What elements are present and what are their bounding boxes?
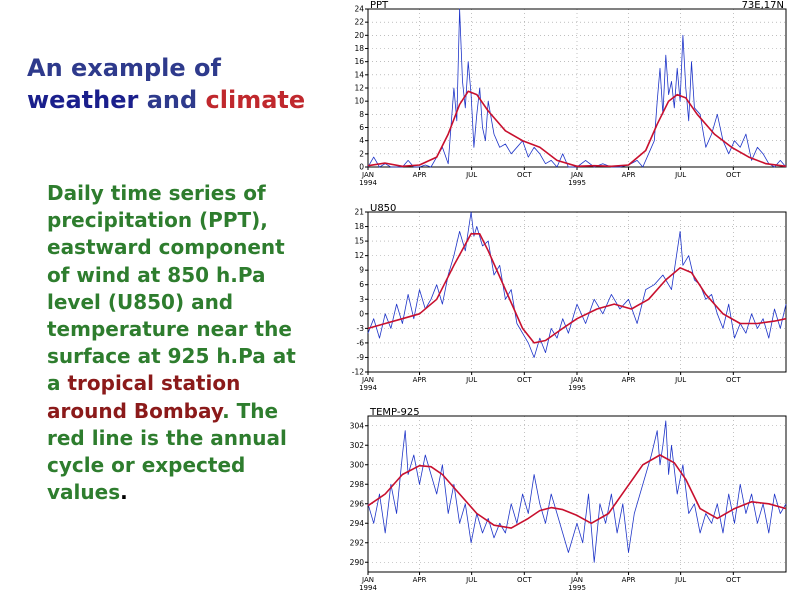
ppt-ytick-label: 0 xyxy=(359,163,364,172)
title-climate: climate xyxy=(205,86,306,114)
title-weather: weather xyxy=(27,86,139,114)
ppt-ytick-label: 24 xyxy=(354,5,364,14)
u850-ytick-label: 15 xyxy=(354,237,364,246)
ppt-daily-series xyxy=(367,8,787,168)
temp-xtick-month: JUL xyxy=(674,576,686,584)
ppt-ytick-label: 6 xyxy=(359,123,364,132)
u850-ytick-label: 18 xyxy=(354,222,364,231)
temp-xtick-month: JAN xyxy=(570,576,583,584)
u850-xtick-month: JUL xyxy=(465,376,477,384)
ppt-xtick-month: APR xyxy=(413,171,427,179)
ppt-ytick-label: 2 xyxy=(359,149,364,158)
title-part-1: An example of xyxy=(27,54,221,82)
u850-xtick-year: 1994 xyxy=(359,384,377,392)
ppt-xtick-month: JUL xyxy=(674,171,686,179)
temp-ytick-label: 304 xyxy=(350,421,365,430)
temp-xtick-month: JUL xyxy=(465,576,477,584)
ppt-ytick-label: 8 xyxy=(359,110,364,119)
ppt-ytick-label: 18 xyxy=(354,44,364,53)
u850-xtick-month: OCT xyxy=(517,376,532,384)
u850-xtick-month: JUL xyxy=(674,376,686,384)
temp-xtick-year: 1994 xyxy=(359,584,377,592)
u850-xtick-month: JAN xyxy=(361,376,374,384)
ppt-ytick-label: 4 xyxy=(359,136,364,145)
temp-ytick-label: 296 xyxy=(350,499,365,508)
u850-xtick-month: APR xyxy=(413,376,427,384)
u850-annual-cycle xyxy=(367,233,787,344)
temp-ytick-label: 292 xyxy=(350,538,365,547)
u850-ytick-label: 3 xyxy=(359,295,364,304)
ppt-xtick-month: JUL xyxy=(465,171,477,179)
description-text-2: . The red line is the annual cycle or ex… xyxy=(47,398,287,505)
ppt-ytick-label: 14 xyxy=(354,70,364,79)
temp-title: TEMP-925 xyxy=(369,407,420,418)
u850-ytick-label: 6 xyxy=(359,280,364,289)
ppt-title: PPT xyxy=(370,0,389,11)
description-text: Daily time series of precipitation (PPT)… xyxy=(47,181,296,396)
ppt-xtick-year: 1994 xyxy=(359,179,377,187)
u850-ytick-label: -6 xyxy=(357,338,365,347)
slide-description: Daily time series of precipitation (PPT)… xyxy=(47,180,297,506)
u850-ytick-label: 12 xyxy=(354,251,364,260)
u850-daily-series xyxy=(367,211,787,358)
u850-ytick-label: -9 xyxy=(357,353,365,362)
temp-xtick-year: 1995 xyxy=(568,584,586,592)
u850-ytick-label: -12 xyxy=(352,368,364,377)
u850-title: U850 xyxy=(370,203,396,214)
u850-ytick-label: -3 xyxy=(357,324,365,333)
ppt-ytick-label: 12 xyxy=(354,84,364,93)
description-highlight: tropical station around Bombay xyxy=(47,371,241,423)
temp-ytick-label: 302 xyxy=(350,441,365,450)
description-period: . xyxy=(120,480,128,505)
ppt-annual-cycle xyxy=(367,90,787,168)
u850-xtick-year: 1995 xyxy=(568,384,586,392)
temp-xtick-month: OCT xyxy=(517,576,532,584)
ppt-xtick-month: JAN xyxy=(570,171,583,179)
ppt-ytick-label: 20 xyxy=(354,31,364,40)
temp-ytick-label: 300 xyxy=(350,460,365,469)
u850-ytick-label: 0 xyxy=(359,309,364,318)
u850-xtick-month: APR xyxy=(622,376,636,384)
temp-xtick-month: OCT xyxy=(726,576,741,584)
ppt-xtick-month: APR xyxy=(622,171,636,179)
u850-xtick-month: JAN xyxy=(570,376,583,384)
slide-title: An example of weather and climate xyxy=(27,52,337,116)
ppt-xtick-month: OCT xyxy=(726,171,741,179)
temp-ytick-label: 294 xyxy=(350,519,365,528)
ppt-ytick-label: 16 xyxy=(354,57,364,66)
ppt-location: 73E,17N xyxy=(742,0,784,11)
temp-annual-cycle xyxy=(367,454,787,529)
temp-ytick-label: 290 xyxy=(350,558,365,567)
ppt-xtick-year: 1995 xyxy=(568,179,586,187)
temp-ytick-label: 298 xyxy=(350,480,365,489)
temp-xtick-month: JAN xyxy=(361,576,374,584)
temp-xtick-month: APR xyxy=(413,576,427,584)
ppt-ytick-label: 10 xyxy=(354,97,364,106)
u850-ytick-label: 21 xyxy=(354,208,364,217)
title-and: and xyxy=(146,86,198,114)
temp-xtick-month: APR xyxy=(622,576,636,584)
ppt-xtick-month: OCT xyxy=(517,171,532,179)
ppt-ytick-label: 22 xyxy=(354,18,364,27)
temp-daily-series xyxy=(367,420,787,563)
ppt-xtick-month: JAN xyxy=(361,171,374,179)
u850-ytick-label: 9 xyxy=(359,266,364,275)
u850-xtick-month: OCT xyxy=(726,376,741,384)
